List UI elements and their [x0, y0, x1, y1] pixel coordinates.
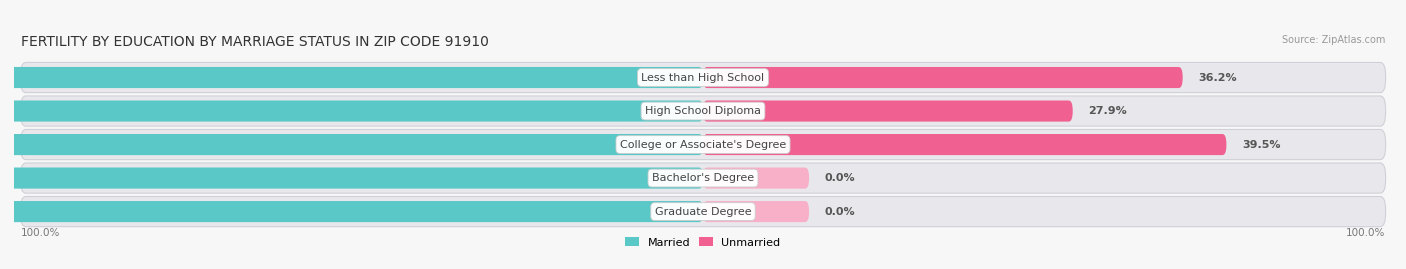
- FancyBboxPatch shape: [21, 163, 1385, 193]
- Text: High School Diploma: High School Diploma: [645, 106, 761, 116]
- Text: College or Associate's Degree: College or Associate's Degree: [620, 140, 786, 150]
- Text: 0.0%: 0.0%: [825, 173, 855, 183]
- Text: Graduate Degree: Graduate Degree: [655, 207, 751, 217]
- Text: Source: ZipAtlas.com: Source: ZipAtlas.com: [1282, 35, 1385, 45]
- Legend: Married, Unmarried: Married, Unmarried: [626, 237, 780, 247]
- FancyBboxPatch shape: [21, 62, 1385, 93]
- FancyBboxPatch shape: [0, 201, 703, 222]
- FancyBboxPatch shape: [703, 67, 1182, 88]
- FancyBboxPatch shape: [21, 129, 1385, 160]
- FancyBboxPatch shape: [0, 67, 703, 88]
- Text: 100.0%: 100.0%: [1346, 228, 1385, 238]
- Text: Bachelor's Degree: Bachelor's Degree: [652, 173, 754, 183]
- Text: Less than High School: Less than High School: [641, 73, 765, 83]
- Text: 27.9%: 27.9%: [1088, 106, 1128, 116]
- Text: 100.0%: 100.0%: [21, 228, 60, 238]
- FancyBboxPatch shape: [21, 96, 1385, 126]
- Text: 36.2%: 36.2%: [1198, 73, 1237, 83]
- FancyBboxPatch shape: [703, 201, 808, 222]
- FancyBboxPatch shape: [703, 101, 1073, 122]
- FancyBboxPatch shape: [703, 134, 1226, 155]
- FancyBboxPatch shape: [703, 168, 808, 189]
- FancyBboxPatch shape: [0, 168, 703, 189]
- Text: 39.5%: 39.5%: [1243, 140, 1281, 150]
- FancyBboxPatch shape: [21, 196, 1385, 227]
- FancyBboxPatch shape: [0, 101, 703, 122]
- Text: FERTILITY BY EDUCATION BY MARRIAGE STATUS IN ZIP CODE 91910: FERTILITY BY EDUCATION BY MARRIAGE STATU…: [21, 35, 488, 49]
- FancyBboxPatch shape: [0, 134, 703, 155]
- Text: 0.0%: 0.0%: [825, 207, 855, 217]
